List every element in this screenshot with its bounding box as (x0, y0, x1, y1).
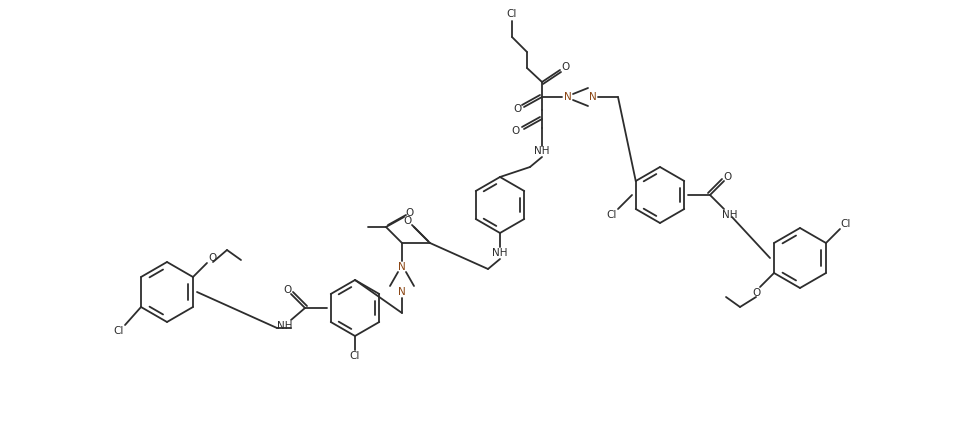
Text: O: O (406, 208, 414, 218)
Text: Cl: Cl (350, 351, 361, 361)
Text: O: O (561, 62, 569, 72)
Text: N: N (398, 262, 406, 272)
Text: O: O (283, 285, 292, 295)
Text: NH: NH (722, 210, 737, 220)
Text: O: O (724, 172, 732, 182)
Text: Cl: Cl (841, 219, 852, 229)
Text: N: N (589, 92, 596, 102)
Text: O: O (752, 288, 760, 298)
Text: O: O (513, 104, 521, 114)
Text: Cl: Cl (506, 9, 517, 19)
Text: NH: NH (277, 321, 292, 331)
Text: O: O (404, 216, 412, 226)
Text: Cl: Cl (607, 210, 618, 220)
Text: NH: NH (492, 248, 507, 258)
Text: Cl: Cl (114, 326, 125, 336)
Text: O: O (512, 126, 520, 136)
Text: O: O (209, 253, 217, 263)
Text: N: N (398, 287, 406, 297)
Text: N: N (564, 92, 572, 102)
Text: NH: NH (534, 146, 550, 156)
